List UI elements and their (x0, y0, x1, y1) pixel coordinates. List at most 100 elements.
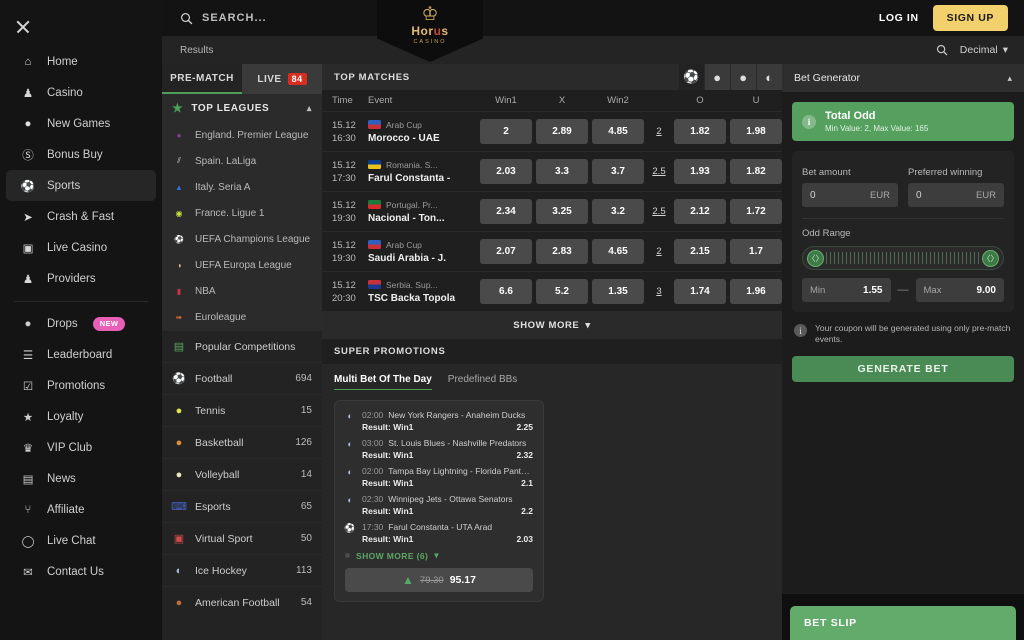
total-line-value[interactable]: 2 (656, 246, 662, 257)
table-row[interactable]: 15.12 17:30 Romania. S... Farul Constanta -… (322, 152, 782, 192)
show-more-matches-button[interactable]: SHOW MORE ▾ (322, 312, 782, 338)
popular-competitions-row[interactable]: ▤ Popular Competitions (162, 330, 322, 362)
odd-button-x[interactable]: 5.2 (536, 279, 588, 304)
tab-multi-bet-of-the-day[interactable]: Multi Bet Of The Day (334, 374, 432, 390)
show-more-legs-button[interactable]: SHOW MORE (6) ▾ (345, 550, 533, 561)
volleyball-filter-icon[interactable]: ● (730, 64, 756, 90)
odd-button-under[interactable]: 1.7 (730, 239, 782, 264)
football-filter-icon[interactable]: ⚽ (678, 64, 704, 90)
odd-button-win1[interactable]: 2 (480, 119, 532, 144)
odd-button-under[interactable]: 1.98 (730, 119, 782, 144)
odds-format-dropdown[interactable]: Decimal ▾ (960, 44, 1008, 56)
total-line-value[interactable]: 2.5 (652, 166, 666, 177)
sport-item-volleyball[interactable]: ● Volleyball 14 (162, 458, 322, 490)
bet-generator-header[interactable]: Bet Generator ▴ (782, 64, 1024, 92)
sidebar-item-drops[interactable]: ● Drops NEW (6, 308, 156, 339)
sport-item-tennis[interactable]: ● Tennis 15 (162, 394, 322, 426)
sport-item-basketball[interactable]: ● Basketball 126 (162, 426, 322, 458)
league-item[interactable]: ▲ Italy. Seria A (162, 174, 322, 200)
signup-button[interactable]: SIGN UP (932, 5, 1008, 31)
odd-range-slider[interactable]: 〈〉 〈〉 (802, 246, 1004, 270)
league-item[interactable]: ◑ UEFA Europa League (162, 252, 322, 278)
results-link[interactable]: Results (180, 44, 214, 56)
preferred-winning-input[interactable]: 0 EUR (908, 183, 1004, 207)
bet-slip-button[interactable]: BET SLIP (790, 606, 1016, 640)
odd-button-win1[interactable]: 6.6 (480, 279, 532, 304)
sidebar-item-leaderboard[interactable]: ☰ Leaderboard (6, 339, 156, 370)
bet-amount-input[interactable]: 0 EUR (802, 183, 898, 207)
odd-button-under[interactable]: 1.96 (730, 279, 782, 304)
league-item[interactable]: ⫽ Spain. LaLiga (162, 148, 322, 174)
odd-button-win1[interactable]: 2.03 (480, 159, 532, 184)
odd-button-over[interactable]: 1.82 (674, 119, 726, 144)
odd-button-win1[interactable]: 2.34 (480, 199, 532, 224)
sport-item-football[interactable]: ⚽ Football 694 (162, 362, 322, 394)
list-item[interactable]: ◐ 02:00 New York Rangers - Anaheim Ducks Re… (345, 410, 533, 432)
league-item[interactable]: ⚽ UEFA Champions League (162, 226, 322, 252)
ice-hockey-filter-icon[interactable]: ◐ (756, 64, 782, 90)
login-button[interactable]: LOG IN (878, 12, 919, 24)
multi-bet-total-button[interactable]: ▲ 79.30 95.17 (345, 568, 533, 592)
odd-button-under[interactable]: 1.72 (730, 199, 782, 224)
sport-item-american-football[interactable]: ● American Football 54 (162, 586, 322, 618)
search-icon[interactable] (936, 44, 948, 56)
odd-button-win2[interactable]: 1.35 (592, 279, 644, 304)
league-item[interactable]: ◉ France. Ligue 1 (162, 200, 322, 226)
odd-button-over[interactable]: 2.12 (674, 199, 726, 224)
close-icon[interactable] (14, 18, 32, 36)
odd-button-x[interactable]: 3.25 (536, 199, 588, 224)
tab-live[interactable]: LIVE 84 (242, 64, 322, 94)
total-line-value[interactable]: 3 (656, 286, 662, 297)
odd-range-track[interactable] (826, 252, 980, 264)
top-leagues-header[interactable]: ★ TOP LEAGUES ▴ (162, 94, 322, 122)
table-row[interactable]: 15.12 19:30 Portugal. Pr... Nacional - Ton.… (322, 192, 782, 232)
odd-range-max-handle[interactable]: 〈〉 (982, 249, 999, 267)
sport-item-esports[interactable]: ⌨ Esports 65 (162, 490, 322, 522)
sport-item-ice-hockey[interactable]: ◐ Ice Hockey 113 (162, 554, 322, 586)
list-item[interactable]: ⚽ 17:30 Farul Constanta - UTA Arad Result: … (344, 522, 533, 544)
total-line-value[interactable]: 2 (656, 126, 662, 137)
generate-bet-button[interactable]: GENERATE BET (792, 356, 1014, 382)
odd-button-win2[interactable]: 3.2 (592, 199, 644, 224)
odd-range-max-input[interactable]: Max 9.00 (915, 278, 1004, 302)
odd-button-x[interactable]: 2.83 (536, 239, 588, 264)
sidebar-item-crash-fast[interactable]: ➤ Crash & Fast (6, 201, 156, 232)
basketball-filter-icon[interactable]: ● (704, 64, 730, 90)
odd-button-over[interactable]: 1.93 (674, 159, 726, 184)
tab-pre-match[interactable]: PRE-MATCH (162, 64, 242, 94)
list-item[interactable]: ◐ 03:00 St. Louis Blues - Nashville Predat… (345, 438, 533, 460)
list-item[interactable]: ◐ 02:00 Tampa Bay Lightning - Florida Pant… (345, 466, 533, 488)
list-item[interactable]: ◐ 02:30 Winnipeg Jets - Ottawa Senators Res… (345, 494, 533, 516)
sport-item-virtual-sport[interactable]: ▣ Virtual Sport 50 (162, 522, 322, 554)
sidebar-item-new-games[interactable]: ● New Games (6, 108, 156, 139)
sidebar-item-vip-club[interactable]: ♛ VIP Club (6, 432, 156, 463)
sidebar-item-news[interactable]: ▤ News (6, 463, 156, 494)
sidebar-item-casino[interactable]: ♟ Casino (6, 77, 156, 108)
sidebar-item-affiliate[interactable]: ⑂ Affiliate (6, 494, 156, 525)
sidebar-item-loyalty[interactable]: ★ Loyalty (6, 401, 156, 432)
league-item[interactable]: ➠ Euroleague (162, 304, 322, 330)
table-row[interactable]: 15.12 19:30 Arab Cup Saudi Arabia - J. 2.07 2… (322, 232, 782, 272)
sidebar-item-sports[interactable]: ⚽ Sports (6, 170, 156, 201)
odd-button-over[interactable]: 1.74 (674, 279, 726, 304)
sidebar-item-providers[interactable]: ♟ Providers (6, 263, 156, 294)
sidebar-item-live-chat[interactable]: ◯ Live Chat (6, 525, 156, 556)
sidebar-item-home[interactable]: ⌂ Home (6, 46, 156, 77)
odd-button-x[interactable]: 3.3 (536, 159, 588, 184)
odd-button-win1[interactable]: 2.07 (480, 239, 532, 264)
total-line-value[interactable]: 2.5 (652, 206, 666, 217)
table-row[interactable]: 15.12 20:30 Serbia. Sup... TSC Backa Topola… (322, 272, 782, 312)
table-row[interactable]: 15.12 16:30 Arab Cup Morocco - UAE 2 2.89 4.85… (322, 112, 782, 152)
sidebar-item-contact-us[interactable]: ✉ Contact Us (6, 556, 156, 587)
odd-button-under[interactable]: 1.82 (730, 159, 782, 184)
sidebar-item-live-casino[interactable]: ▣ Live Casino (6, 232, 156, 263)
sidebar-item-bonus-buy[interactable]: Ⓢ Bonus Buy (6, 139, 156, 170)
odd-button-x[interactable]: 2.89 (536, 119, 588, 144)
sidebar-item-promotions[interactable]: ☑ Promotions (6, 370, 156, 401)
odd-button-over[interactable]: 2.15 (674, 239, 726, 264)
odd-button-win2[interactable]: 3.7 (592, 159, 644, 184)
odd-button-win2[interactable]: 4.65 (592, 239, 644, 264)
odd-button-win2[interactable]: 4.85 (592, 119, 644, 144)
search-input[interactable]: SEARCH... (162, 12, 267, 25)
tab-predefined-bbs[interactable]: Predefined BBs (447, 374, 518, 385)
